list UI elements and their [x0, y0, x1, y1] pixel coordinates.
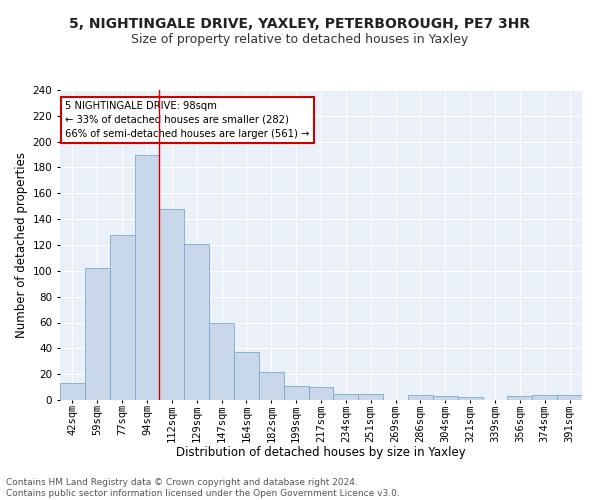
Bar: [308, 387, 334, 400]
Bar: [334, 394, 358, 400]
X-axis label: Distribution of detached houses by size in Yaxley: Distribution of detached houses by size …: [176, 446, 466, 459]
Bar: [508, 396, 532, 400]
Bar: [209, 322, 234, 400]
Bar: [60, 383, 85, 400]
Y-axis label: Number of detached properties: Number of detached properties: [16, 152, 28, 338]
Bar: [259, 372, 284, 400]
Bar: [234, 352, 259, 400]
Bar: [184, 244, 209, 400]
Bar: [284, 386, 308, 400]
Bar: [134, 154, 160, 400]
Bar: [358, 394, 383, 400]
Bar: [85, 268, 110, 400]
Text: 5 NIGHTINGALE DRIVE: 98sqm
← 33% of detached houses are smaller (282)
66% of sem: 5 NIGHTINGALE DRIVE: 98sqm ← 33% of deta…: [65, 101, 310, 139]
Text: 5, NIGHTINGALE DRIVE, YAXLEY, PETERBOROUGH, PE7 3HR: 5, NIGHTINGALE DRIVE, YAXLEY, PETERBOROU…: [70, 18, 530, 32]
Text: Contains HM Land Registry data © Crown copyright and database right 2024.
Contai: Contains HM Land Registry data © Crown c…: [6, 478, 400, 498]
Bar: [433, 396, 458, 400]
Bar: [532, 395, 557, 400]
Bar: [160, 209, 184, 400]
Text: Size of property relative to detached houses in Yaxley: Size of property relative to detached ho…: [131, 32, 469, 46]
Bar: [557, 395, 582, 400]
Bar: [458, 398, 482, 400]
Bar: [408, 395, 433, 400]
Bar: [110, 234, 134, 400]
